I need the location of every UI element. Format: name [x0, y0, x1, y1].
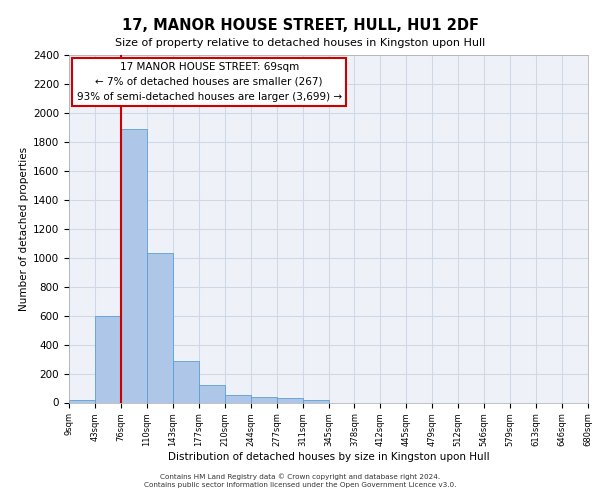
Bar	[173, 360, 199, 403]
Text: Size of property relative to detached houses in Kingston upon Hull: Size of property relative to detached ho…	[115, 38, 485, 48]
Bar	[225, 396, 251, 402]
Bar	[302, 400, 329, 402]
Bar	[69, 400, 95, 402]
X-axis label: Distribution of detached houses by size in Kingston upon Hull: Distribution of detached houses by size …	[167, 452, 490, 462]
Bar	[251, 396, 277, 402]
Bar	[121, 129, 147, 402]
Bar	[147, 254, 173, 402]
Bar	[199, 385, 224, 402]
Bar	[95, 316, 121, 402]
Text: Contains HM Land Registry data © Crown copyright and database right 2024.
Contai: Contains HM Land Registry data © Crown c…	[144, 474, 456, 488]
Text: 17, MANOR HOUSE STREET, HULL, HU1 2DF: 17, MANOR HOUSE STREET, HULL, HU1 2DF	[121, 18, 479, 32]
Y-axis label: Number of detached properties: Number of detached properties	[19, 146, 29, 311]
Bar	[277, 398, 302, 402]
Text: 17 MANOR HOUSE STREET: 69sqm
← 7% of detached houses are smaller (267)
93% of se: 17 MANOR HOUSE STREET: 69sqm ← 7% of det…	[77, 62, 341, 102]
